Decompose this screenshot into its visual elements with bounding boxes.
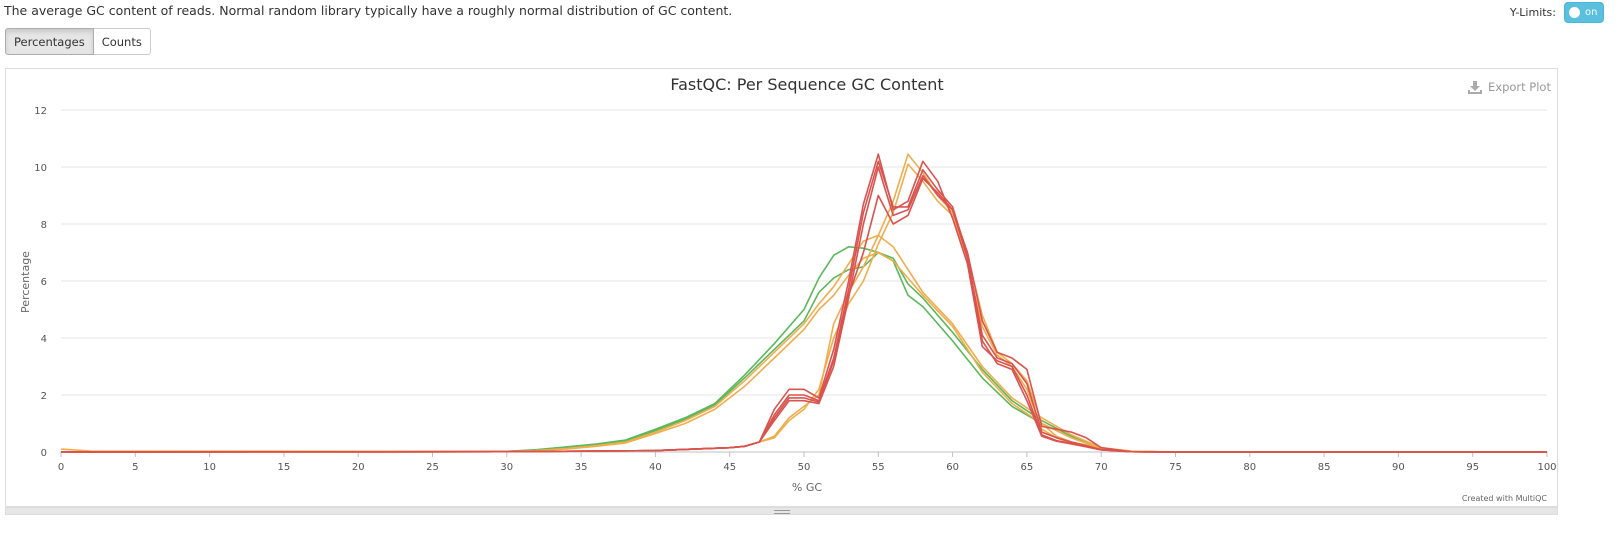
download-icon xyxy=(1468,80,1482,94)
chart-container xyxy=(5,68,1558,507)
y-limits-label: Y-Limits: xyxy=(1509,6,1556,19)
toggle-knob-icon xyxy=(1569,7,1580,18)
y-limits-control: Y-Limits: on xyxy=(1510,2,1604,23)
resize-grip-icon xyxy=(773,510,790,514)
data-view-button-group: Percentages Counts xyxy=(5,28,151,55)
toggle-state-label: on xyxy=(1585,7,1598,18)
plot-resize-handle[interactable] xyxy=(5,507,1558,515)
export-plot-label: Export Plot xyxy=(1488,80,1551,94)
section-description: The average GC content of reads. Normal … xyxy=(4,3,733,18)
export-plot-button[interactable]: Export Plot xyxy=(1468,80,1551,94)
y-limits-toggle[interactable]: on xyxy=(1564,2,1604,23)
counts-button[interactable]: Counts xyxy=(93,28,151,55)
percentages-button[interactable]: Percentages xyxy=(5,28,94,55)
